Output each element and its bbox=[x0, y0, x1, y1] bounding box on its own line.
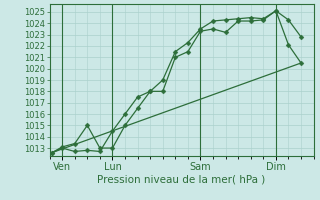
X-axis label: Pression niveau de la mer( hPa ): Pression niveau de la mer( hPa ) bbox=[98, 174, 266, 184]
